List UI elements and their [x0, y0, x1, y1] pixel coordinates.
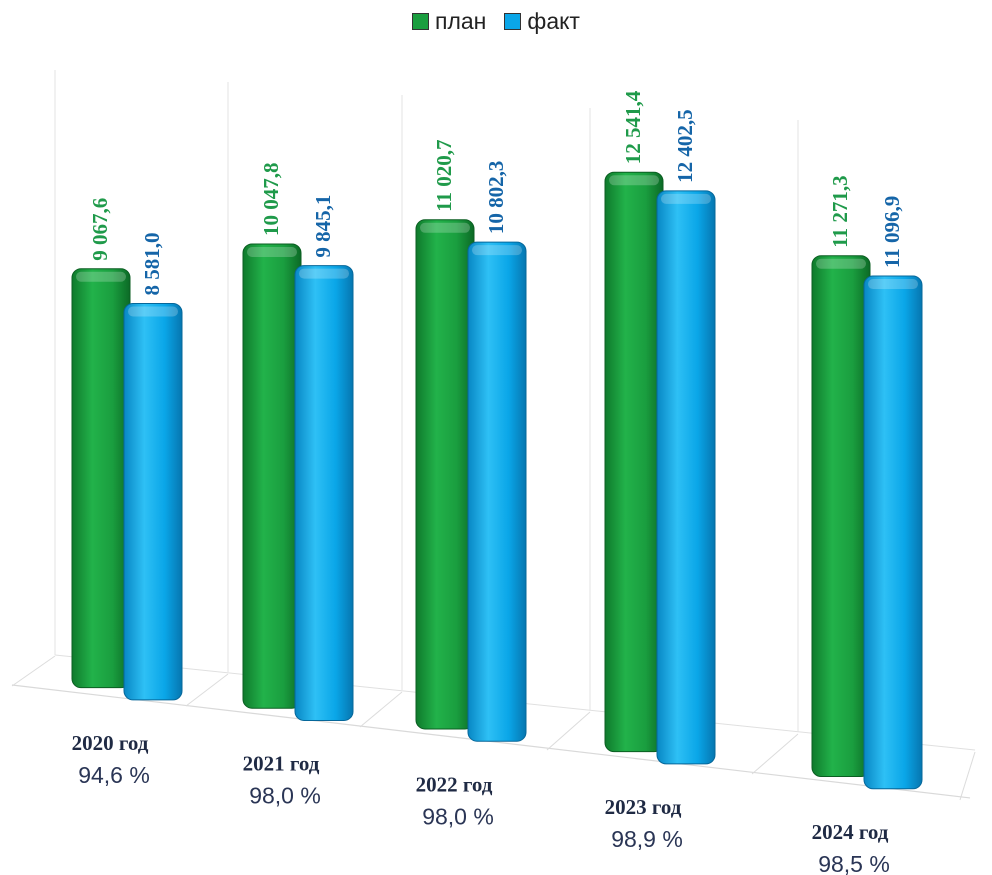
legend: план факт [0, 8, 992, 35]
bar-highlight [247, 246, 297, 257]
legend-item-fact: факт [504, 8, 580, 35]
category-label: 2023 год [605, 795, 682, 819]
bar-plan [242, 243, 302, 709]
percent-label: 94,6 % [78, 762, 150, 788]
data-label-plan: 11 271,3 [828, 175, 852, 247]
bar-highlight [868, 279, 918, 290]
bar-plan [71, 268, 131, 689]
percent-label: 98,0 % [422, 803, 494, 829]
data-label-plan: 12 541,4 [621, 90, 645, 164]
bar-highlight [816, 258, 866, 269]
floor-separator [546, 711, 591, 751]
percent-label: 98,5 % [818, 851, 890, 875]
bar-highlight [420, 222, 470, 233]
bar-fact [294, 265, 354, 721]
bar-fact [123, 302, 183, 701]
bar-fact [656, 190, 716, 765]
data-label-plan: 9 067,6 [88, 198, 112, 261]
data-label-fact: 11 096,9 [880, 196, 904, 268]
category-label: 2022 год [416, 772, 493, 796]
data-label-plan: 11 020,7 [432, 139, 456, 211]
floor-separator [185, 673, 229, 707]
bar-highlight [299, 268, 349, 279]
legend-swatch-plan [412, 13, 430, 30]
bar-highlight [661, 193, 711, 204]
floor-separator [959, 751, 976, 801]
percent-label: 98,9 % [611, 826, 683, 852]
data-label-fact: 9 845,1 [311, 195, 335, 258]
legend-label-fact: факт [527, 8, 580, 34]
category-label: 2021 год [243, 752, 320, 776]
bar-highlight [472, 245, 522, 256]
bar-highlight [609, 175, 659, 186]
data-label-fact: 8 581,0 [140, 232, 164, 295]
data-label-fact: 12 402,5 [673, 109, 697, 183]
data-label-plan: 10 047,8 [259, 162, 283, 236]
floor-separator [751, 733, 799, 775]
data-label-fact: 10 802,3 [484, 161, 508, 235]
legend-label-plan: план [435, 8, 487, 34]
bar-fact [467, 241, 527, 742]
floor-separator [359, 691, 403, 728]
floor-separator [11, 655, 56, 687]
bar-highlight [128, 306, 178, 317]
legend-item-plan: план [412, 8, 486, 35]
percent-label: 98,0 % [249, 783, 321, 809]
bar-plan [415, 219, 475, 730]
bar-fact [863, 275, 923, 790]
bar-plan [811, 255, 871, 777]
bar-plan [604, 171, 664, 753]
legend-swatch-fact [504, 13, 522, 30]
category-label: 2020 год [72, 731, 149, 755]
bar-highlight [76, 271, 126, 282]
category-label: 2024 год [812, 820, 889, 844]
